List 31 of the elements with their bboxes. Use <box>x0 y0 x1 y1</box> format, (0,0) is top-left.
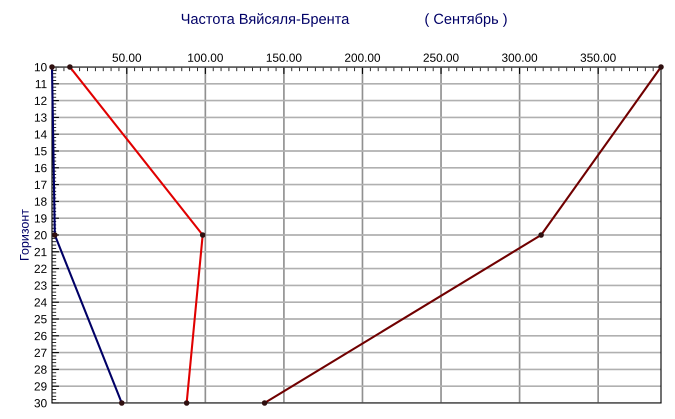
x-tick-label: 150.00 <box>266 54 302 62</box>
x-tick-label: 200.00 <box>345 54 380 62</box>
x-tick-label: 250.00 <box>424 54 459 62</box>
y-tick-label: 23 <box>34 281 47 290</box>
x-tick-label: 100.00 <box>188 54 223 62</box>
x-tick-label: 350.00 <box>580 54 616 62</box>
y-tick-label: 30 <box>34 399 47 408</box>
y-tick-label: 24 <box>34 298 47 306</box>
y-tick-label: 22 <box>34 264 47 273</box>
y-tick-label: 17 <box>34 180 47 189</box>
y-tick-label: 13 <box>34 113 47 122</box>
y-tick-label: 18 <box>34 197 47 206</box>
y-tick-label: 16 <box>34 164 47 172</box>
y-tick-label: 14 <box>34 130 47 138</box>
chart-title: Частота Вяйсяля-Брента <box>182 13 350 27</box>
y-tick-label: 28 <box>34 365 47 374</box>
x-tick-label: 300.00 <box>502 54 538 62</box>
y-tick-label: 20 <box>34 231 47 240</box>
y-axis-title: Горизонт <box>20 209 32 260</box>
y-tick-label: 27 <box>34 348 47 357</box>
y-tick-label: 21 <box>34 248 47 256</box>
chart-subtitle: ( Сентябрь ) <box>425 13 507 27</box>
y-tick-label: 25 <box>34 315 47 324</box>
x-tick-label: 50.00 <box>112 54 142 62</box>
y-tick-label: 26 <box>34 332 47 340</box>
y-tick-label: 11 <box>36 80 47 88</box>
y-tick-label: 19 <box>34 214 47 223</box>
y-tick-label: 10 <box>34 63 47 72</box>
y-tick-label: 12 <box>34 96 47 105</box>
y-tick-label: 15 <box>34 147 47 156</box>
y-tick-label: 29 <box>34 382 47 391</box>
